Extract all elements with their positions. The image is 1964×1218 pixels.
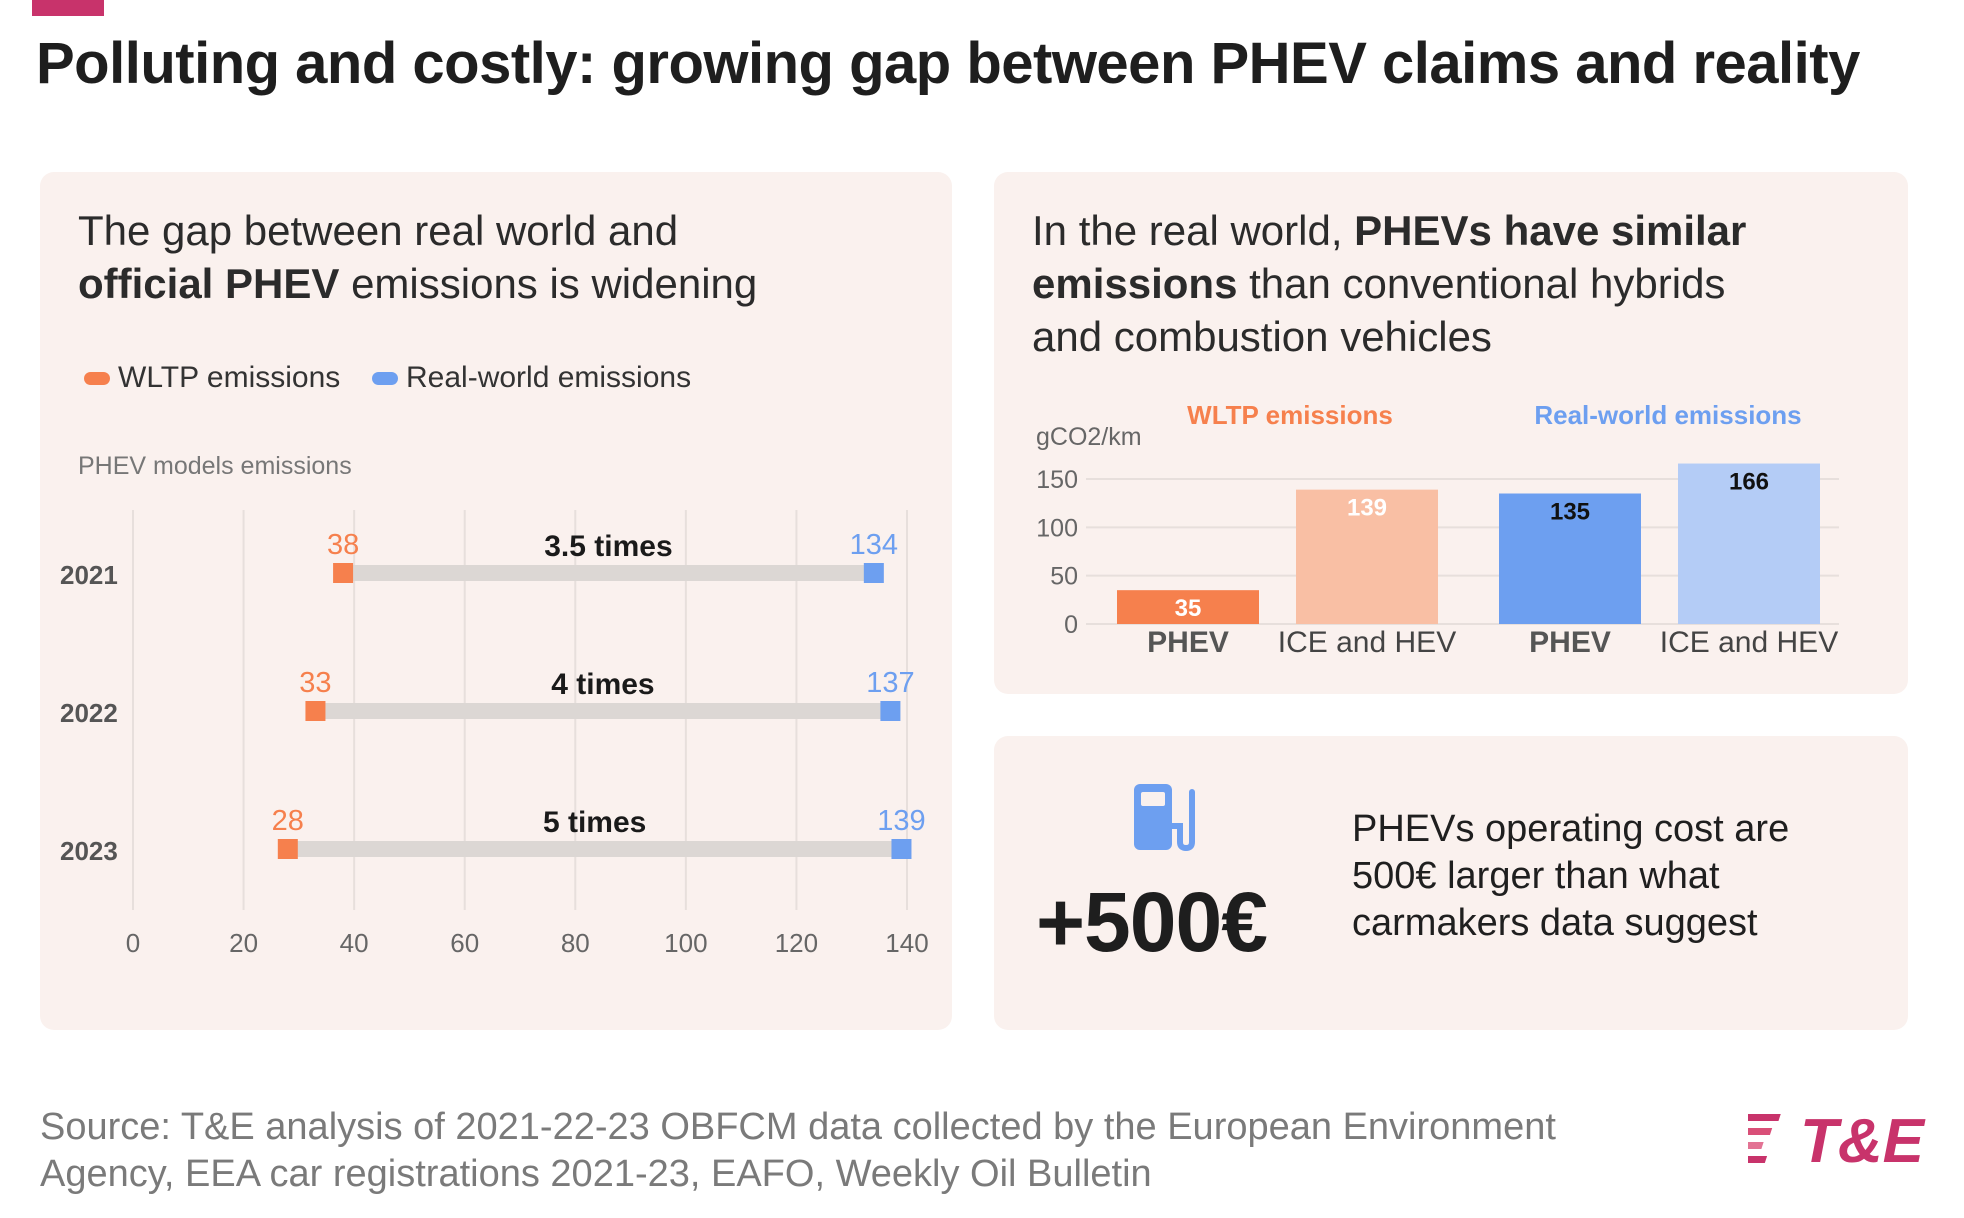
legend-swatch-real xyxy=(372,372,398,385)
operating-cost-panel: +500€ PHEVs operating cost are 500€ larg… xyxy=(994,736,1908,1030)
fuel-pump-icon xyxy=(1134,784,1195,852)
source-note: Source: T&E analysis of 2021-22-23 OBFCM… xyxy=(40,1104,1680,1198)
ratio-annotation: 5 times xyxy=(543,806,646,839)
y-category-label: 2021 xyxy=(60,560,118,590)
y-tick-label: 150 xyxy=(1036,466,1078,494)
source-line1: Source: T&E analysis of 2021-22-23 OBFCM… xyxy=(40,1106,1556,1148)
real-world-point xyxy=(863,563,884,583)
x-category-label: PHEV xyxy=(1147,626,1229,659)
real-world-point xyxy=(880,701,901,721)
y-category-label: 2023 xyxy=(60,836,118,866)
te-logo: T&E xyxy=(1748,1107,1926,1168)
cost-line2: 500€ larger than what xyxy=(1352,855,1720,897)
panel-title: In the real world, PHEVs have similar em… xyxy=(1032,204,1892,363)
wltp-value-label: 38 xyxy=(327,529,359,561)
x-tick-label: 80 xyxy=(561,928,590,958)
ratio-annotation: 4 times xyxy=(551,668,654,701)
x-category-label: ICE and HEV xyxy=(1660,626,1838,659)
bar xyxy=(1296,489,1438,624)
wltp-value-label: 33 xyxy=(299,667,331,699)
x-tick-label: 20 xyxy=(229,928,258,958)
page-title: Polluting and costly: growing gap betwee… xyxy=(36,31,1860,96)
chart-subtitle: PHEV models emissions xyxy=(78,452,352,480)
cost-line3: carmakers data suggest xyxy=(1352,902,1758,944)
panel-title-bold2: emissions xyxy=(1032,260,1238,307)
cost-description: PHEVs operating cost are 500€ larger tha… xyxy=(1352,806,1872,947)
logo-text: T&E xyxy=(1800,1107,1926,1168)
panel-title-line2: emissions is widening xyxy=(339,260,758,307)
dumbbell-chart: WLTP emissions Real-world emissions PHEV m… xyxy=(60,361,929,958)
x-tick-label: 60 xyxy=(450,928,479,958)
legend-swatch-wltp xyxy=(84,372,110,385)
wltp-point xyxy=(333,563,354,583)
panel-title-line1: The gap between real world and xyxy=(78,207,679,254)
real-world-value-label: 139 xyxy=(877,805,925,837)
panel-title-line1: In the real world, xyxy=(1032,207,1355,254)
panel-title-bold: official PHEV xyxy=(78,260,340,307)
bar xyxy=(1117,590,1259,624)
y-axis-label: gCO2/km xyxy=(1036,423,1142,451)
bar-value-label: 139 xyxy=(1347,495,1387,522)
wltp-point xyxy=(305,701,326,721)
bar xyxy=(1499,493,1641,624)
panel-title-line2: than conventional hybrids xyxy=(1237,260,1726,307)
bar-value-label: 135 xyxy=(1550,499,1590,526)
bar xyxy=(1678,463,1820,624)
x-category-label: PHEV xyxy=(1529,626,1611,659)
legend-label-real: Real-world emissions xyxy=(406,361,691,394)
panel-title-line3: and combustion vehicles xyxy=(1032,313,1492,360)
x-tick-label: 120 xyxy=(775,928,818,958)
te-logo-icon xyxy=(1748,1114,1781,1163)
bar-value-label: 166 xyxy=(1729,469,1769,496)
y-tick-label: 0 xyxy=(1064,611,1078,639)
group-title: WLTP emissions xyxy=(1187,400,1393,430)
x-tick-label: 0 xyxy=(126,928,140,958)
y-tick-label: 50 xyxy=(1050,563,1078,591)
cost-increase-value: +500€ xyxy=(1036,875,1268,969)
ratio-annotation: 3.5 times xyxy=(544,530,672,563)
wltp-point xyxy=(277,839,298,859)
x-tick-label: 40 xyxy=(340,928,369,958)
cost-line1: PHEVs operating cost are xyxy=(1352,808,1790,850)
emissions-gap-panel: The gap between real world and official … xyxy=(40,172,952,1030)
y-category-label: 2022 xyxy=(60,698,118,728)
x-tick-label: 100 xyxy=(664,928,707,958)
group-title: Real-world emissions xyxy=(1534,400,1801,430)
panel-title-bold1: PHEVs have similar xyxy=(1354,207,1747,254)
real-world-value-label: 134 xyxy=(850,529,898,561)
real-world-comparison-panel: In the real world, PHEVs have similar em… xyxy=(994,172,1908,694)
legend-label-wltp: WLTP emissions xyxy=(118,361,340,394)
bar-chart: gCO2/km 0 50 100 150 WLTP emissions 35 PHEV 139… xyxy=(1036,400,1839,659)
x-category-label: ICE and HEV xyxy=(1278,626,1456,659)
wltp-value-label: 28 xyxy=(272,805,304,837)
real-world-value-label: 137 xyxy=(866,667,914,699)
x-tick-label: 140 xyxy=(885,928,928,958)
real-world-point xyxy=(891,839,912,859)
y-tick-label: 100 xyxy=(1036,514,1078,542)
panel-title: The gap between real world and official … xyxy=(78,204,918,310)
source-line2: Agency, EEA car registrations 2021-23, E… xyxy=(40,1153,1152,1195)
bar-value-label: 35 xyxy=(1175,595,1202,622)
accent-bar xyxy=(32,0,104,16)
